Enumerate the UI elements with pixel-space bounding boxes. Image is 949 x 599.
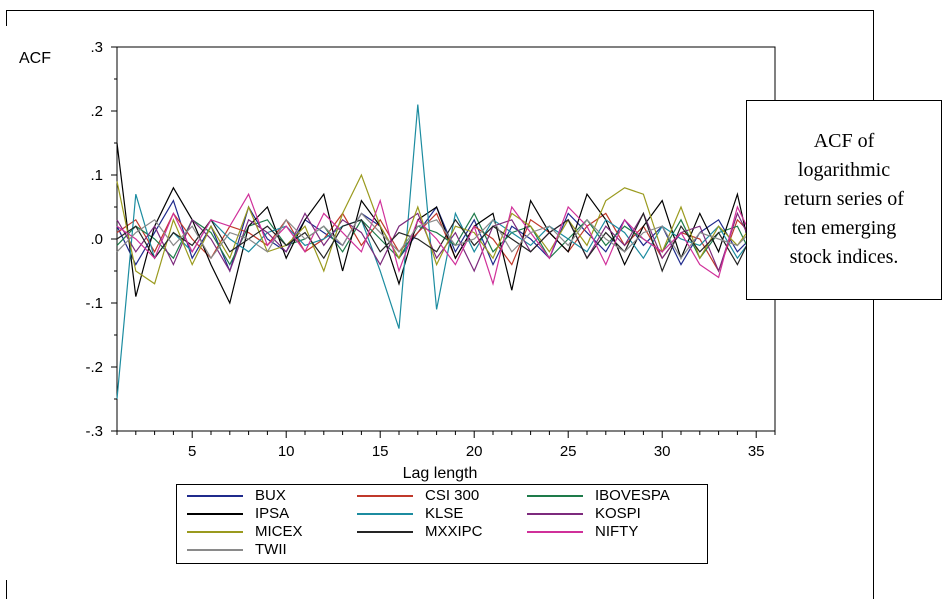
x-tick-label: 15 [372, 443, 389, 460]
legend-swatch [357, 513, 413, 515]
legend-label: CSI 300 [425, 487, 480, 504]
legend-item: NIFTY [527, 523, 638, 541]
legend-label: IPSA [255, 505, 290, 522]
x-tick-label: 20 [466, 443, 483, 460]
y-tick-label: -.1 [85, 295, 103, 312]
x-tick-label: 5 [188, 443, 196, 460]
legend-swatch [187, 549, 243, 551]
series-layer [116, 104, 757, 400]
series-line-kospi [116, 211, 757, 273]
legend-item: MICEX [187, 523, 303, 541]
legend-item: IBOVESPA [527, 487, 670, 505]
legend-swatch [357, 531, 413, 533]
series-line-csi-300 [116, 212, 757, 273]
x-tick-label: 35 [748, 443, 765, 460]
frame-right-border [873, 10, 874, 599]
annotation-line: ten emerging [791, 217, 897, 239]
legend-label: IBOVESPA [595, 487, 670, 504]
legend-label: TWII [255, 541, 287, 558]
y-tick-label: .2 [90, 103, 103, 120]
legend-item: CSI 300 [357, 487, 479, 505]
legend-label: MXXIPC [425, 523, 483, 540]
series-line-klse [116, 104, 757, 400]
legend-item: KOSPI [527, 505, 641, 523]
y-tick-label: .1 [90, 167, 103, 184]
legend-item: MXXIPC [357, 523, 483, 541]
legend-swatch [527, 531, 583, 533]
plot-area [116, 46, 776, 432]
x-tick-label: 25 [560, 443, 577, 460]
series-line-twii [116, 212, 757, 260]
y-tick-label: .0 [90, 231, 103, 248]
chart-legend: BUX CSI 300 IBOVESPA IPSA KLSE KOSPI MICEX MXXI… [176, 484, 708, 564]
legend-item: KLSE [357, 505, 463, 523]
frame-left-border-bottom [6, 580, 7, 599]
annotation-line: ACF of [813, 130, 875, 152]
legend-item: BUX [187, 487, 286, 505]
legend-item: TWII [187, 541, 287, 559]
series-line-ipsa [116, 142, 757, 305]
series-line-micex [116, 173, 757, 285]
legend-item: IPSA [187, 505, 289, 523]
x-tick-label: 30 [654, 443, 671, 460]
frame-top-border [6, 10, 874, 11]
legend-swatch [187, 513, 243, 515]
series-line-nifty [116, 192, 757, 286]
legend-label: KOSPI [595, 505, 641, 522]
x-tick-label: 10 [278, 443, 295, 460]
legend-label: BUX [255, 487, 286, 504]
annotation-line: logarithmic [797, 159, 891, 181]
legend-swatch [187, 531, 243, 533]
legend-swatch [527, 513, 583, 515]
legend-label: KLSE [425, 505, 464, 522]
legend-swatch [527, 495, 583, 497]
legend-label: NIFTY [595, 523, 639, 540]
legend-swatch [187, 495, 243, 497]
annotation-line: stock indices. [789, 246, 899, 268]
y-axis-label: ACF [19, 50, 51, 67]
x-axis-label: Lag length [403, 465, 478, 482]
frame-left-border [6, 10, 7, 26]
y-tick-label: -.3 [85, 423, 103, 440]
legend-label: MICEX [255, 523, 303, 540]
legend-swatch [357, 495, 413, 497]
annotation-line: return series of [784, 188, 904, 210]
annotation-box: ACF of logarithmic return series of ten … [746, 100, 942, 300]
y-tick-label: -.2 [85, 359, 103, 376]
y-tick-label: .3 [90, 39, 103, 56]
axis-layer: 5 10 15 20 25 30 35 .3 .2 .1 .0 -.1 -.2 -.3 [85, 39, 776, 460]
